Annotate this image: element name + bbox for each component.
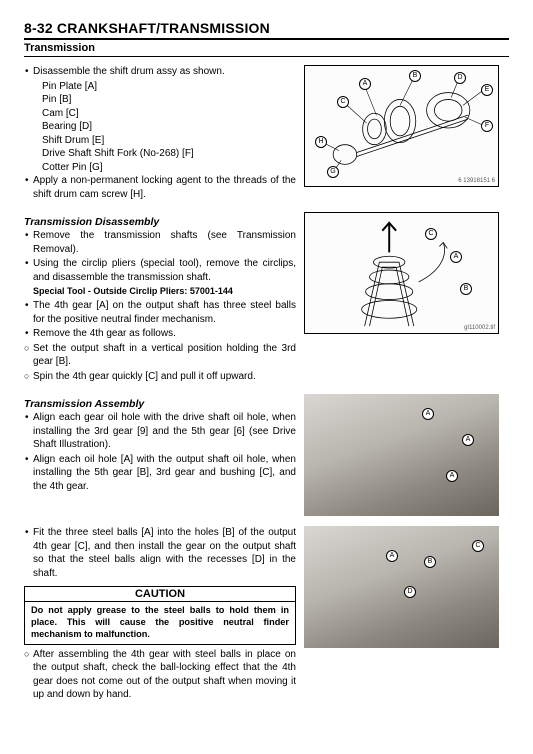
list-item: Disassemble the shift drum assy as shown… bbox=[24, 65, 296, 79]
bullet-list: Remove the transmission shafts (see Tran… bbox=[24, 229, 296, 284]
callout: A bbox=[386, 550, 398, 562]
special-tool: Special Tool - Outside Circlip Pliers: 5… bbox=[24, 286, 296, 296]
text-column: Transmission Assembly Align each gear oi… bbox=[24, 394, 296, 516]
caution-box: CAUTION Do not apply grease to the steel… bbox=[24, 586, 296, 645]
parts-sublist: Pin Plate [A] Pin [B] Cam [C] Bearing [D… bbox=[24, 80, 296, 175]
callout: B bbox=[409, 70, 421, 82]
figure-caption: 6 13918151 6 bbox=[457, 178, 496, 184]
list-item: Spin the 4th gear quickly [C] and pull i… bbox=[24, 370, 296, 384]
callout: E bbox=[481, 84, 493, 96]
figure-column: A B C gI110002.tif bbox=[304, 212, 499, 384]
page-title: 8-32 CRANKSHAFT/TRANSMISSION bbox=[24, 20, 509, 36]
part-item: Bearing [D] bbox=[42, 120, 296, 134]
callout: A bbox=[446, 470, 458, 482]
figure-column: A B C D E F G H 6 13918151 6 bbox=[304, 65, 499, 202]
list-item: Using the circlip pliers (special tool),… bbox=[24, 257, 296, 284]
callout: A bbox=[462, 434, 474, 446]
callout: D bbox=[404, 586, 416, 598]
callout: C bbox=[425, 228, 437, 240]
text-column: Fit the three steel balls [A] into the h… bbox=[24, 526, 296, 703]
section-2: Transmission Disassembly Remove the tran… bbox=[24, 212, 509, 384]
list-item: Apply a non-permanent locking agent to t… bbox=[24, 174, 296, 201]
callout: G bbox=[327, 166, 339, 178]
list-item: After assembling the 4th gear with steel… bbox=[24, 648, 296, 702]
bullet-list: Apply a non-permanent locking agent to t… bbox=[24, 174, 296, 201]
callout: D bbox=[454, 72, 466, 84]
text-column: Disassemble the shift drum assy as shown… bbox=[24, 65, 296, 202]
figure-gears-photo: A A A bbox=[304, 394, 499, 516]
list-item: Fit the three steel balls [A] into the h… bbox=[24, 526, 296, 580]
circlip-illustration bbox=[305, 213, 498, 333]
callout: F bbox=[481, 120, 493, 132]
figure-circlip: A B C gI110002.tif bbox=[304, 212, 499, 334]
bullet-list: After assembling the 4th gear with steel… bbox=[24, 648, 296, 702]
part-item: Pin Plate [A] bbox=[42, 80, 296, 94]
part-item: Shift Drum [E] bbox=[42, 134, 296, 148]
subsection-title: Transmission Assembly bbox=[24, 398, 296, 410]
bullet-list: Disassemble the shift drum assy as shown… bbox=[24, 65, 296, 79]
callout: A bbox=[450, 251, 462, 263]
callout: H bbox=[315, 136, 327, 148]
section-4: Fit the three steel balls [A] into the h… bbox=[24, 526, 509, 703]
list-item: Remove the 4th gear as follows. bbox=[24, 327, 296, 341]
list-item: Remove the transmission shafts (see Tran… bbox=[24, 229, 296, 256]
callout: A bbox=[359, 78, 371, 90]
figure-balls-photo: A B C D bbox=[304, 526, 499, 648]
callout: C bbox=[472, 540, 484, 552]
part-item: Cam [C] bbox=[42, 107, 296, 121]
bullet-list: The 4th gear [A] on the output shaft has… bbox=[24, 299, 296, 383]
callout: C bbox=[337, 96, 349, 108]
callout: B bbox=[460, 283, 472, 295]
page-header: 8-32 CRANKSHAFT/TRANSMISSION bbox=[24, 20, 509, 40]
figure-shift-drum: A B C D E F G H 6 13918151 6 bbox=[304, 65, 499, 187]
list-item: Align each gear oil hole with the drive … bbox=[24, 411, 296, 452]
callout: A bbox=[422, 408, 434, 420]
part-item: Pin [B] bbox=[42, 93, 296, 107]
figure-column: A A A bbox=[304, 394, 499, 516]
part-item: Cotter Pin [G] bbox=[42, 161, 296, 175]
bullet-list: Fit the three steel balls [A] into the h… bbox=[24, 526, 296, 580]
part-item: Drive Shaft Shift Fork (No-268) [F] bbox=[42, 147, 296, 161]
text-column: Transmission Disassembly Remove the tran… bbox=[24, 212, 296, 384]
subsection-title: Transmission Disassembly bbox=[24, 216, 296, 228]
callout: B bbox=[424, 556, 436, 568]
figure-column: A B C D bbox=[304, 526, 499, 703]
caution-title: CAUTION bbox=[25, 587, 295, 602]
bullet-list: Align each gear oil hole with the drive … bbox=[24, 411, 296, 493]
section-header: Transmission bbox=[24, 42, 509, 57]
section-1: Disassemble the shift drum assy as shown… bbox=[24, 65, 509, 202]
section-3: Transmission Assembly Align each gear oi… bbox=[24, 394, 509, 516]
list-item: The 4th gear [A] on the output shaft has… bbox=[24, 299, 296, 326]
caution-body: Do not apply grease to the steel balls t… bbox=[25, 602, 295, 644]
figure-caption: gI110002.tif bbox=[463, 325, 496, 331]
list-item: Set the output shaft in a vertical posit… bbox=[24, 342, 296, 369]
page: 8-32 CRANKSHAFT/TRANSMISSION Transmissio… bbox=[0, 0, 533, 733]
section-title: Transmission bbox=[24, 42, 509, 54]
list-item: Align each oil hole [A] with the output … bbox=[24, 453, 296, 494]
